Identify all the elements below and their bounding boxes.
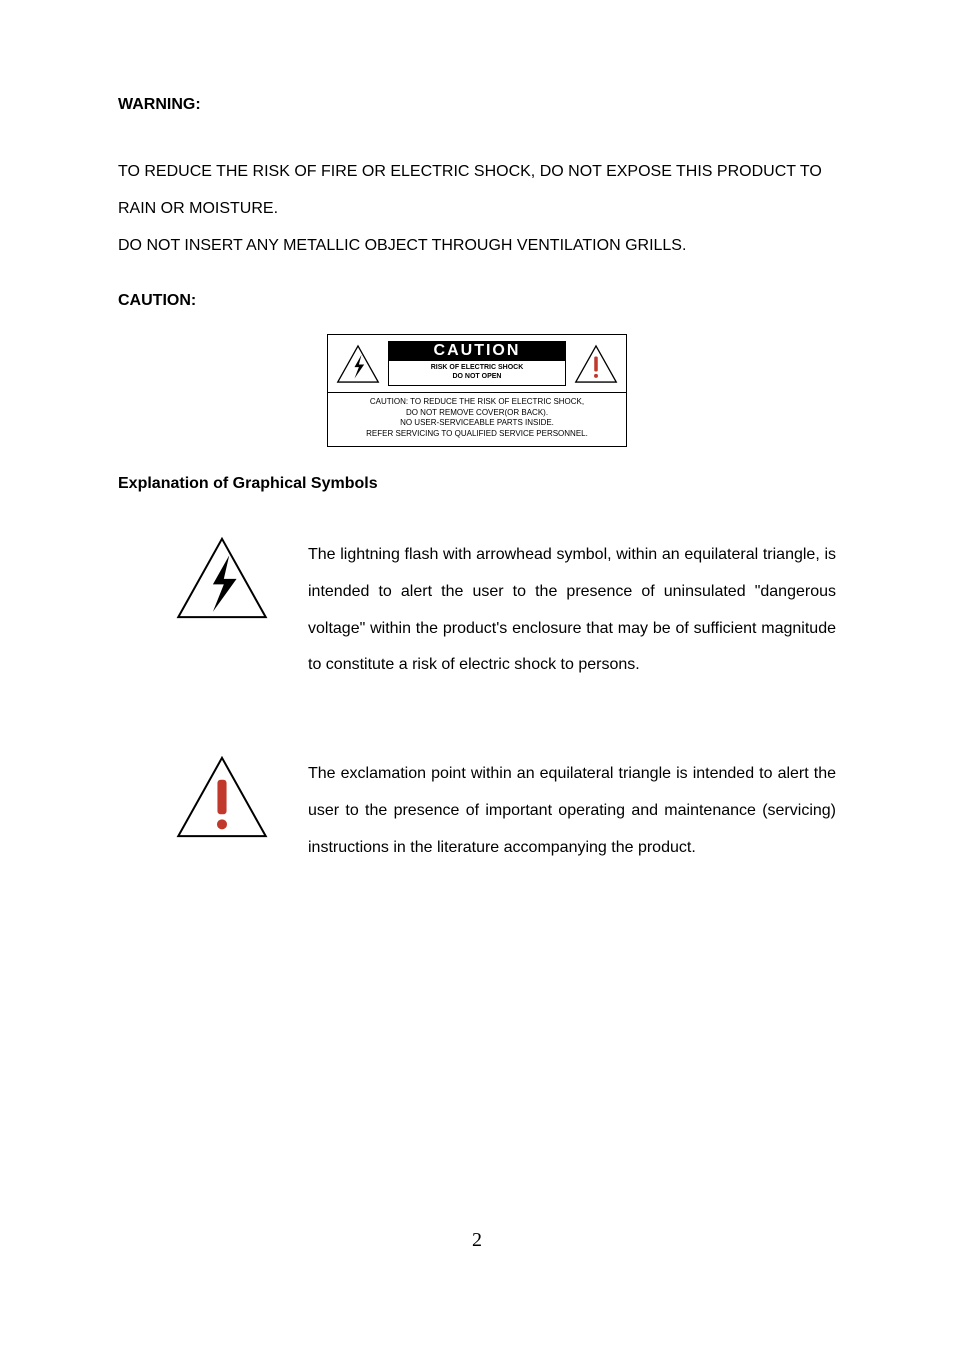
caution-label-top: CAUTION RISK OF ELECTRIC SHOCK DO NOT OP… xyxy=(328,335,626,393)
symbol-row-bolt: The lightning flash with arrowhead symbo… xyxy=(118,537,836,684)
warning-line2: DO NOT INSERT ANY METALLIC OBJECT THROUG… xyxy=(118,237,686,254)
caution-word: CAUTION xyxy=(434,342,521,359)
symbol-row-exclaim: The exclamation point within an equilate… xyxy=(118,756,836,866)
caution-mid-block: CAUTION RISK OF ELECTRIC SHOCK DO NOT OP… xyxy=(388,341,566,386)
lightning-triangle-icon xyxy=(336,344,380,384)
caution-label: CAUTION RISK OF ELECTRIC SHOCK DO NOT OP… xyxy=(327,334,627,447)
lightning-triangle-icon xyxy=(176,537,268,619)
caution-heading: CAUTION: xyxy=(118,292,836,310)
page-number: 2 xyxy=(0,1229,954,1252)
caution-sub1: RISK OF ELECTRIC SHOCK xyxy=(393,364,561,373)
caution-black-bar: CAUTION xyxy=(388,341,566,361)
exclamation-triangle-icon xyxy=(176,756,268,838)
bolt-icon-wrap xyxy=(118,537,268,619)
caution-label-bottom: CAUTION: TO REDUCE THE RISK OF ELECTRIC … xyxy=(328,393,626,446)
caution-sub-box: RISK OF ELECTRIC SHOCK DO NOT OPEN xyxy=(388,361,566,386)
exclaim-icon-wrap xyxy=(118,756,268,838)
caution-bottom3: NO USER-SERVICEABLE PARTS INSIDE. xyxy=(334,418,620,429)
caution-sub2: DO NOT OPEN xyxy=(393,373,561,382)
caution-bottom4: REFER SERVICING TO QUALIFIED SERVICE PER… xyxy=(334,429,620,440)
warning-heading: WARNING: xyxy=(118,96,836,114)
bolt-text: The lightning flash with arrowhead symbo… xyxy=(308,537,836,684)
caution-bottom2: DO NOT REMOVE COVER(OR BACK). xyxy=(334,408,620,419)
caution-bottom1: CAUTION: TO REDUCE THE RISK OF ELECTRIC … xyxy=(334,397,620,408)
warning-line1: TO REDUCE THE RISK OF FIRE OR ELECTRIC S… xyxy=(118,163,822,217)
exclamation-triangle-icon xyxy=(574,344,618,384)
warning-body: TO REDUCE THE RISK OF FIRE OR ELECTRIC S… xyxy=(118,154,836,264)
exclaim-text: The exclamation point within an equilate… xyxy=(308,756,836,866)
explanation-heading: Explanation of Graphical Symbols xyxy=(118,475,836,493)
